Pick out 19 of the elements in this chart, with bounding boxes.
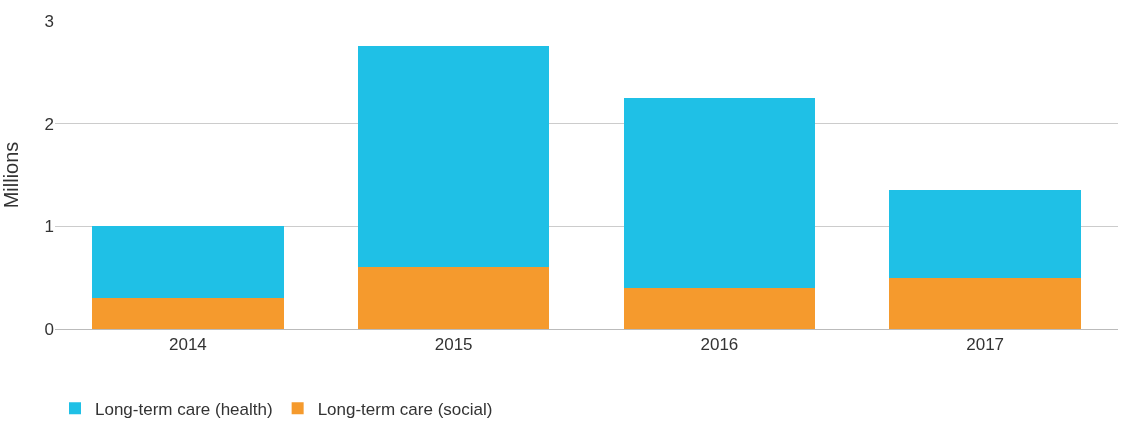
legend-label: Long-term care (health) [95,399,273,419]
x-tick-label: 2014 [168,335,207,355]
bar [357,267,550,329]
bar [623,287,816,329]
bar [92,226,284,299]
x-tick-label: 2017 [966,335,1005,355]
x-tick-label: 2015 [434,335,473,355]
y-tick-label: 2 [44,114,54,134]
bar [357,45,550,268]
x-tick-label: 2016 [700,335,739,355]
y-tick-label: 3 [44,11,54,31]
y-axis-title: Millions [0,141,22,209]
bar [889,190,1081,278]
bar [889,277,1081,329]
legend-label: Long-term care (social) [317,399,493,419]
bar [92,298,284,329]
bar [623,98,816,288]
y-tick-label: 1 [44,217,54,237]
y-tick-label: 0 [44,319,54,339]
